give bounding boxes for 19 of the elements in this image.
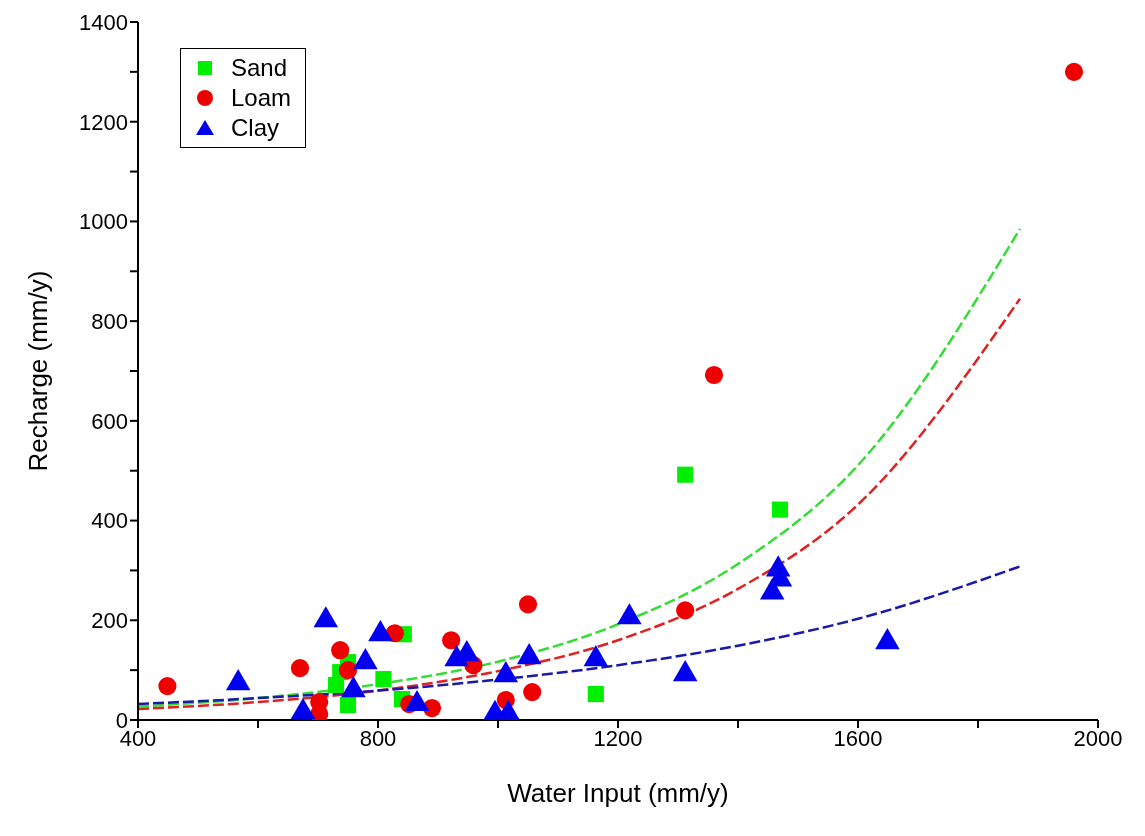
y-tick-label: 1000: [79, 209, 128, 235]
y-tick-label: 1400: [79, 9, 128, 35]
y-tick-label: 800: [91, 308, 128, 334]
x-tick-label: 800: [359, 725, 397, 751]
line-series: [138, 227, 1022, 708]
y-tick-label: 1200: [79, 109, 128, 135]
legend-label: Clay: [231, 113, 280, 143]
x-axis-title: Water Input (mm/y): [507, 778, 729, 809]
legend-label: Sand: [231, 53, 288, 83]
x-tick-label: 1200: [593, 725, 643, 751]
line-series: [138, 297, 1022, 711]
y-tick-label: 600: [91, 408, 128, 434]
y-tick-label: 200: [91, 608, 128, 634]
legend-label: Loam: [231, 83, 292, 113]
y-axis-title: Recharge (mm/y): [23, 270, 54, 472]
x-tick-label: 1600: [833, 725, 883, 751]
line-series: [138, 565, 1022, 706]
y-tick-label: 400: [91, 508, 128, 534]
x-tick-label: 2000: [1073, 725, 1123, 751]
